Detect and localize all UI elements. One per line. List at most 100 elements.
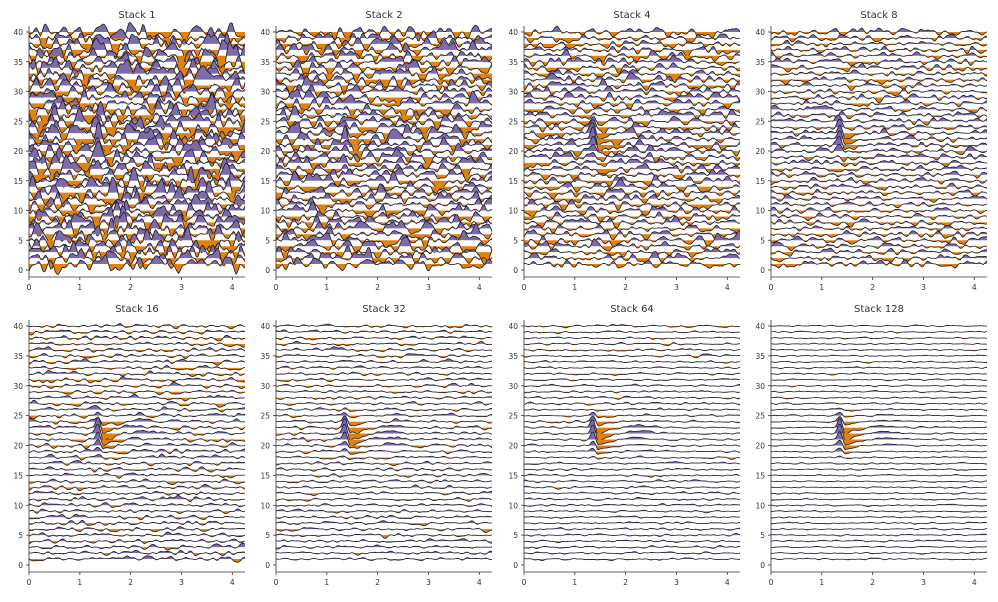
trace-positive-fill bbox=[276, 180, 492, 187]
trace-negative-fill bbox=[524, 210, 740, 217]
trace-positive-fill bbox=[276, 461, 492, 464]
trace-positive-fill bbox=[29, 358, 245, 362]
trace-line bbox=[28, 358, 246, 366]
trace-positive-fill bbox=[29, 95, 245, 104]
trace-line bbox=[523, 247, 741, 258]
trace-line bbox=[28, 490, 246, 496]
trace-line bbox=[275, 407, 493, 412]
trace-positive-fill bbox=[29, 405, 245, 410]
y-tick-label: 30 bbox=[260, 382, 270, 391]
x-tick-label: 0 bbox=[274, 578, 279, 587]
trace-positive-fill bbox=[276, 246, 492, 253]
trace-line bbox=[523, 366, 741, 370]
trace-line bbox=[770, 402, 988, 406]
x-tick-label: 2 bbox=[623, 578, 628, 587]
trace-positive-fill bbox=[29, 166, 245, 181]
trace-negative-fill bbox=[524, 139, 740, 147]
trace-line bbox=[28, 108, 246, 131]
trace-line bbox=[523, 551, 741, 555]
trace-line bbox=[275, 365, 493, 370]
trace-negative-fill bbox=[29, 67, 245, 80]
trace-negative-fill bbox=[29, 463, 245, 466]
trace-line bbox=[770, 247, 988, 257]
y-tick-label: 10 bbox=[260, 207, 270, 216]
trace-positive-fill bbox=[276, 50, 492, 56]
trace-positive-fill bbox=[524, 151, 740, 157]
trace-line bbox=[523, 39, 741, 49]
y-tick-label: 25 bbox=[755, 117, 765, 126]
trace-line bbox=[523, 151, 741, 164]
trace-line bbox=[770, 241, 988, 252]
trace-line bbox=[523, 193, 741, 205]
y-tick-label: 35 bbox=[13, 352, 23, 361]
subplot-title: Stack 16 bbox=[115, 304, 159, 315]
x-tick-label: 3 bbox=[426, 283, 431, 292]
x-tick-label: 0 bbox=[769, 578, 774, 587]
trace-line bbox=[275, 389, 493, 394]
trace-positive-fill bbox=[29, 32, 245, 44]
trace-line bbox=[523, 415, 741, 427]
subplot-128: Stack 128 0 5 10 15 20 25 30 35 40 0 1 2 3 4 bbox=[755, 304, 988, 587]
trace-positive-fill bbox=[771, 99, 987, 104]
trace-negative-fill bbox=[771, 198, 987, 203]
trace-positive-fill bbox=[29, 212, 245, 223]
trace-negative-fill bbox=[29, 439, 245, 446]
trace-line bbox=[770, 503, 988, 507]
trace-negative-fill bbox=[276, 240, 492, 249]
trace-negative-fill bbox=[276, 487, 492, 489]
trace-line bbox=[275, 538, 493, 544]
trace-line bbox=[28, 211, 246, 236]
trace-line bbox=[28, 341, 246, 348]
x-tick-label: 4 bbox=[477, 283, 482, 292]
trace-line bbox=[28, 423, 246, 442]
trace-positive-fill bbox=[276, 197, 492, 205]
trace-line bbox=[28, 495, 246, 502]
trace-line bbox=[523, 503, 741, 507]
trace-negative-fill bbox=[524, 97, 740, 102]
trace-line bbox=[770, 201, 988, 209]
x-tick-label: 1 bbox=[572, 578, 577, 587]
trace-negative-fill bbox=[524, 115, 740, 120]
trace-positive-fill bbox=[771, 114, 987, 122]
trace-positive-fill bbox=[276, 91, 492, 104]
trace-positive-fill bbox=[29, 141, 245, 157]
trace-negative-fill bbox=[29, 487, 245, 491]
trace-line bbox=[275, 460, 493, 466]
trace-positive-fill bbox=[524, 26, 740, 32]
x-tick-label: 4 bbox=[725, 283, 730, 292]
y-tick-label: 5 bbox=[760, 531, 765, 540]
x-tick-label: 0 bbox=[522, 578, 527, 587]
y-tick-label: 0 bbox=[265, 561, 270, 570]
trace-line bbox=[770, 539, 988, 543]
trace-line bbox=[770, 418, 988, 436]
trace-line bbox=[28, 399, 246, 408]
trace-line bbox=[28, 526, 246, 533]
trace-line bbox=[275, 83, 493, 100]
y-tick-label: 35 bbox=[260, 58, 270, 67]
trace-line bbox=[523, 205, 741, 218]
trace-line bbox=[275, 180, 493, 196]
trace-line bbox=[28, 334, 246, 342]
trace-line bbox=[770, 324, 988, 327]
trace-line bbox=[275, 423, 493, 442]
trace-positive-fill bbox=[29, 346, 245, 350]
trace-line bbox=[28, 369, 246, 378]
trace-negative-fill bbox=[771, 222, 987, 228]
trace-line bbox=[28, 65, 246, 94]
trace-line bbox=[523, 163, 741, 177]
trace-line bbox=[28, 323, 246, 330]
subplot-2: Stack 2 0 5 10 15 20 25 30 35 40 0 1 2 3 4 bbox=[260, 10, 493, 292]
trace-negative-fill bbox=[771, 162, 987, 167]
trace-positive-fill bbox=[276, 223, 492, 235]
trace-line bbox=[770, 176, 988, 185]
trace-negative-fill bbox=[29, 379, 245, 384]
trace-line bbox=[28, 478, 246, 486]
trace-line bbox=[275, 38, 493, 60]
trace-line bbox=[28, 447, 246, 455]
x-tick-label: 0 bbox=[769, 283, 774, 292]
trace-positive-fill bbox=[524, 46, 740, 50]
trace-line bbox=[523, 360, 741, 364]
trace-negative-fill bbox=[524, 43, 740, 49]
trace-line bbox=[275, 214, 493, 230]
x-tick-label: 2 bbox=[870, 283, 875, 292]
